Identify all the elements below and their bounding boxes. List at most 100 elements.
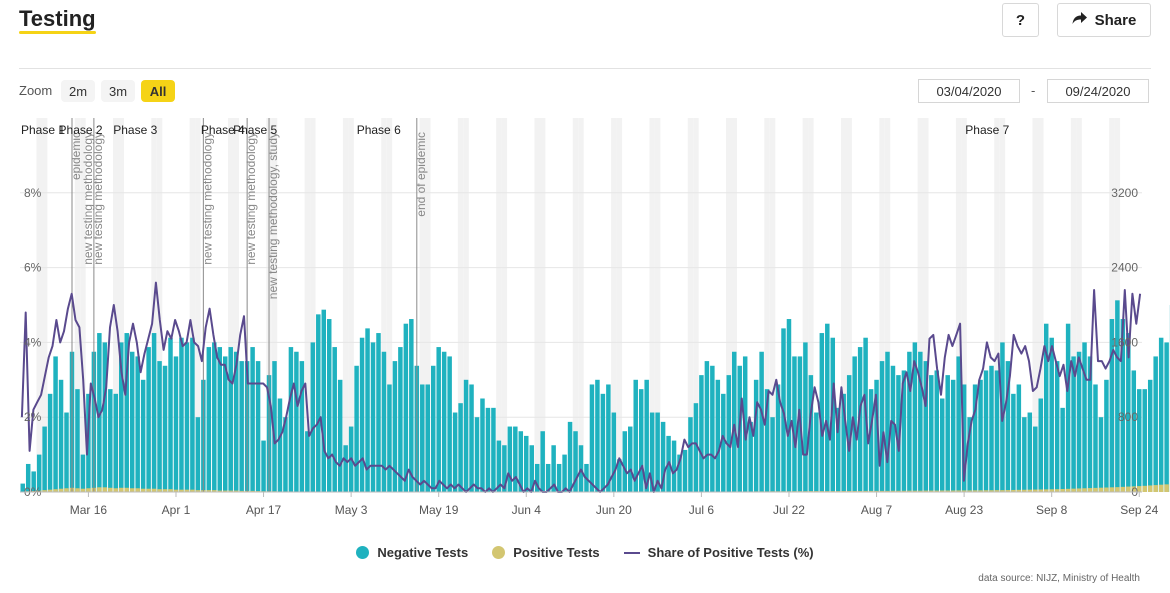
date-to-input[interactable] (1047, 79, 1149, 103)
zoom-2m-button[interactable]: 2m (61, 80, 95, 102)
negative-bar (97, 333, 102, 492)
negative-bar (162, 365, 168, 492)
help-button[interactable]: ? (1002, 3, 1039, 37)
positive-bar (129, 488, 135, 492)
positive-bar (184, 489, 190, 492)
positive-bar (901, 490, 907, 492)
negative-bar (458, 403, 463, 492)
negative-bar (1098, 417, 1104, 492)
y-left-tick-label: 8% (24, 186, 42, 200)
weekend-band (1032, 118, 1039, 492)
negative-bar (556, 463, 562, 492)
negative-bar (184, 342, 190, 492)
negative-bar (846, 375, 852, 492)
negative-bar (562, 454, 567, 492)
negative-bar (403, 323, 409, 492)
negative-bar (113, 393, 119, 492)
negative-bar (950, 379, 956, 492)
negative-bar (1164, 342, 1169, 492)
negative-bar (436, 347, 441, 492)
negative-bar (660, 421, 666, 492)
negative-bar (228, 347, 233, 492)
weekend-band (534, 118, 540, 492)
weekend-band (1038, 118, 1044, 492)
positive-bar (983, 490, 989, 492)
negative-bar (151, 333, 157, 492)
negative-bar (1054, 361, 1060, 492)
negative-bar (638, 389, 644, 492)
negative-bar (392, 361, 398, 492)
positive-bar (1093, 487, 1098, 492)
negative-bar (655, 412, 660, 492)
positive-bar (1153, 485, 1158, 492)
positive-bar (1000, 490, 1005, 492)
chart-legend: Negative Tests Positive Tests Share of P… (0, 545, 1170, 560)
negative-bar (25, 463, 31, 492)
negative-bar (354, 365, 359, 492)
positive-bar (1131, 486, 1137, 492)
negative-bar (337, 379, 343, 492)
phase-label: Phase 3 (113, 123, 157, 137)
negative-bar (759, 351, 764, 492)
negative-bar (1158, 337, 1164, 492)
weekend-band (501, 118, 508, 492)
y-right-tick-label: 3200 (1111, 186, 1138, 200)
weekend-band (227, 118, 234, 492)
phase-label: Phase 4 (201, 123, 245, 137)
negative-bar (699, 375, 704, 492)
positive-bar (939, 490, 945, 492)
positive-bar (36, 490, 42, 492)
positive-bar (879, 490, 885, 492)
positive-bar (956, 490, 961, 492)
positive-bar (918, 490, 923, 492)
negative-bar (513, 426, 518, 492)
x-tick-label: Apr 1 (162, 503, 191, 517)
negative-bar (370, 342, 376, 492)
positive-bar (1126, 486, 1131, 492)
legend-positive[interactable]: Positive Tests (492, 545, 600, 560)
x-tick-label: Jun 4 (512, 503, 542, 517)
negative-bar (885, 351, 890, 492)
negative-bar (819, 333, 825, 492)
positive-bar (140, 488, 146, 492)
weekend-band (310, 118, 316, 492)
weekend-band (955, 118, 962, 492)
positive-bar (950, 490, 956, 492)
negative-bar (441, 351, 447, 492)
negative-bar (261, 440, 266, 492)
weekend-band (654, 118, 661, 492)
weekend-band (233, 118, 239, 492)
negative-bar (830, 337, 836, 492)
legend-share[interactable]: Share of Positive Tests (%) (623, 545, 814, 560)
zoom-3m-button[interactable]: 3m (101, 80, 135, 102)
x-tick-label: Aug 23 (945, 503, 983, 517)
legend-negative[interactable]: Negative Tests (356, 545, 468, 560)
annotation-label: end of epidemic (414, 132, 428, 217)
negative-bar (272, 361, 277, 492)
weekend-band (304, 118, 311, 492)
weekend-band (572, 118, 579, 492)
negative-bar (305, 431, 310, 492)
negative-bar (332, 347, 337, 492)
positive-bar (994, 490, 1000, 492)
negative-bar (255, 361, 261, 492)
negative-bar (1120, 319, 1126, 492)
positive-bar (250, 490, 255, 492)
positive-bar (151, 488, 157, 492)
positive-bar (885, 490, 890, 492)
share-button[interactable]: Share (1057, 3, 1151, 37)
negative-bar (491, 407, 496, 492)
zoom-all-button[interactable]: All (141, 80, 175, 102)
negative-bar (80, 454, 86, 492)
negative-bar (1082, 342, 1087, 492)
date-from-input[interactable] (918, 79, 1020, 103)
negative-bar (753, 379, 759, 492)
negative-bar (857, 347, 863, 492)
x-tick-label: Sep 24 (1120, 503, 1158, 517)
negative-bar (1043, 323, 1049, 492)
legend-share-label: Share of Positive Tests (%) (647, 545, 814, 560)
negative-bar (326, 319, 332, 492)
negative-bar (732, 351, 737, 492)
negative-bar (589, 384, 595, 492)
